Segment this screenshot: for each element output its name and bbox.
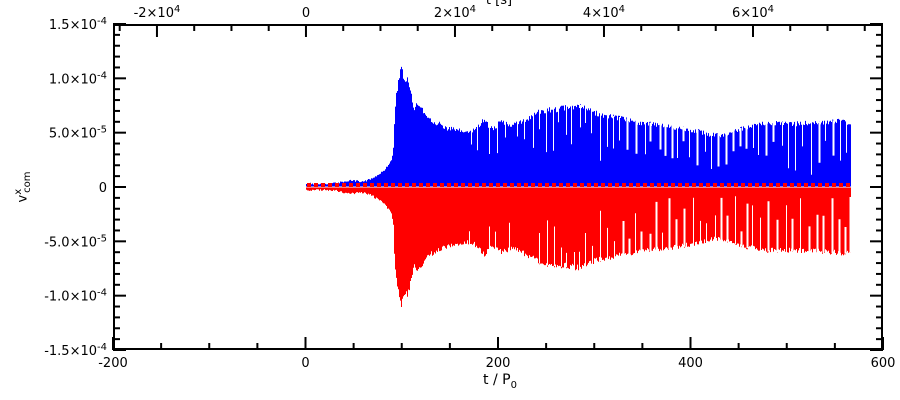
top-axis-tick-label: 4×104 (583, 4, 625, 21)
y-axis-title-base: v (15, 194, 31, 203)
y-axis-title-sub: com (21, 171, 33, 193)
bottom-axis-title: t / P0 (483, 372, 517, 391)
y-axis-tick-label: -5.0×10-5 (44, 233, 107, 250)
top-axis-title-text: t [s] (485, 0, 513, 8)
y-axis-tick-label: 5.0×10-5 (49, 125, 107, 142)
top-axis-tick-label: -2×104 (134, 4, 181, 21)
y-axis-tick-label: -1.0×10-4 (44, 288, 107, 305)
x-axis-tick-label: -200 (98, 356, 128, 371)
top-axis-tick-label: 0 (302, 6, 310, 21)
top-axis-tick-label: 2×104 (434, 4, 476, 21)
y-axis-tick-label: -1.5×10-4 (44, 342, 107, 359)
x-axis-tick-label: 400 (678, 356, 703, 371)
y-axis-tick-label: 0 (99, 181, 107, 196)
x-axis-tick-label: 600 (871, 356, 896, 371)
top-axis-title: t [s] (486, 0, 512, 8)
y-axis-title: vxcom (13, 172, 33, 203)
x-axis-tick-label: 200 (486, 356, 511, 371)
top-axis-tick-label: 6×104 (732, 4, 774, 21)
y-axis-tick-label: 1.5×10-4 (49, 16, 107, 33)
bottom-axis-title-sub: 0 (510, 379, 517, 391)
bottom-axis-title-base: t / P (483, 372, 511, 388)
y-axis-tick-label: 1.0×10-4 (49, 70, 107, 87)
x-axis-tick-label: 0 (301, 356, 309, 371)
